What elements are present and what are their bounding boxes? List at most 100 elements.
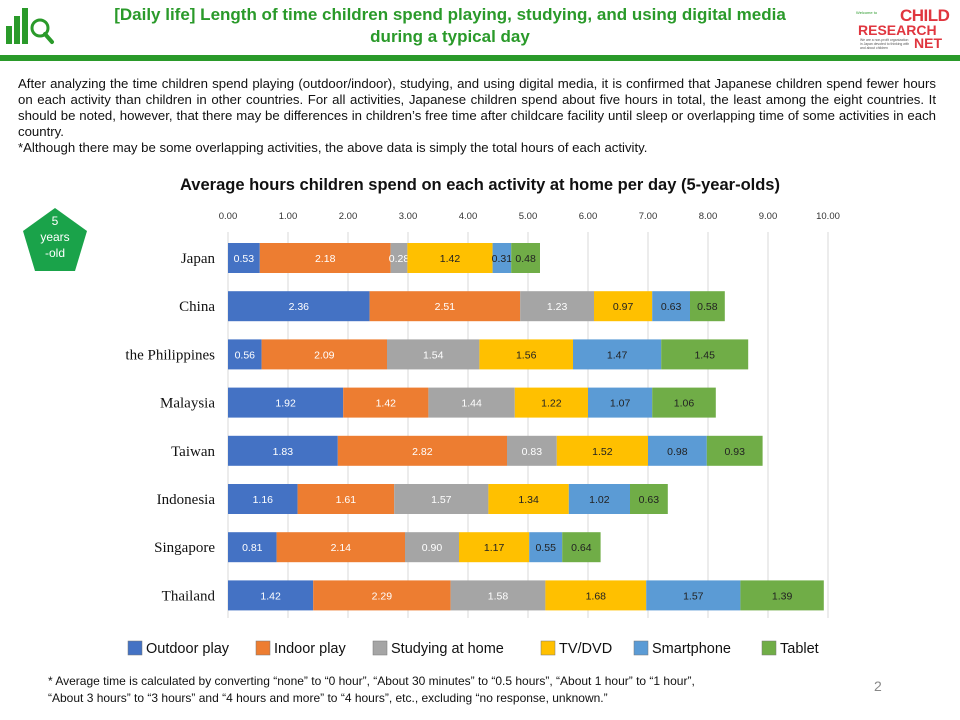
- page-title: [Daily life] Length of time children spe…: [60, 4, 840, 48]
- data-label: 1.68: [586, 590, 607, 602]
- x-tick-label: 10.00: [816, 211, 840, 222]
- bar-segment: [394, 484, 489, 514]
- data-label: 1.52: [592, 446, 613, 458]
- data-label: 1.56: [516, 349, 537, 361]
- data-label: 0.53: [234, 253, 255, 265]
- bar-segment: [459, 532, 530, 563]
- bar-segment: [405, 532, 459, 563]
- data-label: 1.02: [589, 494, 610, 506]
- stacked-bar-chart: 0.00 1.00 2.00 3.00 4.00 5.00 6.00 7.00 8.00 9.00…: [125, 211, 840, 657]
- bar-segment: [228, 435, 338, 466]
- bar-segment: [507, 435, 557, 466]
- data-label: 1.57: [683, 590, 704, 602]
- bar-segment: [556, 435, 648, 466]
- intro-text: After analyzing the time children spend …: [18, 76, 936, 156]
- bar-segment: [630, 484, 668, 514]
- data-label: 0.97: [613, 301, 634, 313]
- bar-segment: [514, 387, 588, 418]
- brand-research: RESEARCH: [858, 22, 937, 38]
- bar-segment: [337, 435, 507, 466]
- data-label: 1.61: [336, 494, 357, 506]
- bar-segment: [261, 339, 387, 370]
- pentagon-icon: [23, 208, 87, 271]
- bar-segment: [228, 580, 314, 611]
- page-title-line2: during a typical day: [370, 27, 530, 46]
- legend-label: Indoor play: [274, 641, 346, 657]
- data-label: 1.42: [440, 253, 461, 265]
- data-label: 0.31: [492, 253, 513, 265]
- category-label: Japan: [181, 251, 216, 267]
- data-label: 1.42: [260, 590, 281, 602]
- bar-segment: [479, 339, 573, 370]
- data-label: 0.28: [389, 253, 410, 265]
- bar-segment: [573, 339, 662, 370]
- bar-segment: [690, 291, 725, 322]
- bar-segment: [520, 291, 594, 322]
- data-label: 0.83: [522, 446, 543, 458]
- legend-swatch: [633, 640, 649, 656]
- data-label: 0.93: [724, 446, 745, 458]
- x-tick-label: 2.00: [339, 211, 358, 222]
- bar-segment: [661, 339, 749, 370]
- data-label: 2.51: [435, 301, 456, 313]
- bar-segment: [228, 339, 262, 370]
- bar-segment: [276, 532, 405, 563]
- data-label: 0.63: [639, 494, 660, 506]
- bar-segment: [259, 243, 391, 273]
- data-label: 0.48: [515, 253, 536, 265]
- brand-logo: Welcome to CHILD RESEARCH We are a non-p…: [852, 4, 956, 54]
- data-label: 0.81: [242, 542, 263, 554]
- bar-segment: [407, 243, 493, 273]
- brand-welcome: Welcome to: [856, 10, 878, 15]
- data-label: 0.55: [535, 542, 556, 554]
- data-label: 1.44: [461, 398, 482, 410]
- age-badge-line1: 5: [51, 214, 59, 228]
- chart-title: Average hours children spend on each act…: [180, 176, 780, 194]
- legend-swatch: [127, 640, 143, 656]
- bar-segment: [646, 580, 741, 611]
- data-label: 1.22: [541, 398, 562, 410]
- x-tick-label: 6.00: [579, 211, 598, 222]
- data-label: 1.16: [253, 494, 274, 506]
- x-tick-label: 5.00: [519, 211, 538, 222]
- category-label: Malaysia: [160, 396, 215, 412]
- category-label: Singapore: [154, 540, 215, 556]
- bar-segment: [706, 435, 763, 466]
- bar-segment: [562, 532, 601, 563]
- legend-label: TV/DVD: [559, 641, 612, 657]
- footnote: * Average time is calculated by converti…: [48, 673, 868, 707]
- header-divider: [0, 55, 960, 61]
- bar-segment: [428, 387, 515, 418]
- data-label: 2.14: [331, 542, 352, 554]
- data-label: 2.09: [314, 349, 335, 361]
- data-label: 2.82: [412, 446, 433, 458]
- data-label: 0.58: [697, 301, 718, 313]
- category-label: Taiwan: [171, 444, 215, 460]
- category-label: China: [179, 299, 215, 315]
- data-label: 1.45: [694, 349, 715, 361]
- bar-segment: [652, 291, 690, 322]
- category-label: the Philippines: [125, 347, 215, 363]
- category-label: Indonesia: [157, 492, 216, 508]
- x-tick-label: 7.00: [639, 211, 658, 222]
- bar-segment: [511, 243, 540, 273]
- bar-segment: [228, 291, 370, 322]
- bar-segment: [488, 484, 569, 514]
- data-label: 2.29: [372, 590, 393, 602]
- data-label: 0.90: [422, 542, 443, 554]
- page-number: 2: [874, 678, 882, 694]
- legend-label: Smartphone: [652, 641, 731, 657]
- x-tick-label: 4.00: [459, 211, 478, 222]
- magnifier-chart-icon: [6, 8, 54, 44]
- legend-label: Outdoor play: [146, 641, 230, 657]
- footnote-line1: * Average time is calculated by converti…: [48, 674, 695, 688]
- bar-segment: [390, 243, 408, 273]
- intro-paragraph: After analyzing the time children spend …: [18, 76, 936, 139]
- data-label: 1.57: [431, 494, 452, 506]
- data-label: 1.07: [610, 398, 631, 410]
- x-tick-label: 1.00: [279, 211, 298, 222]
- category-label: Thailand: [162, 588, 216, 604]
- data-label: 0.64: [571, 542, 592, 554]
- footnote-line2: “About 3 hours” to “3 hours” and “4 hour…: [48, 691, 608, 705]
- x-tick-label: 0.00: [219, 211, 238, 222]
